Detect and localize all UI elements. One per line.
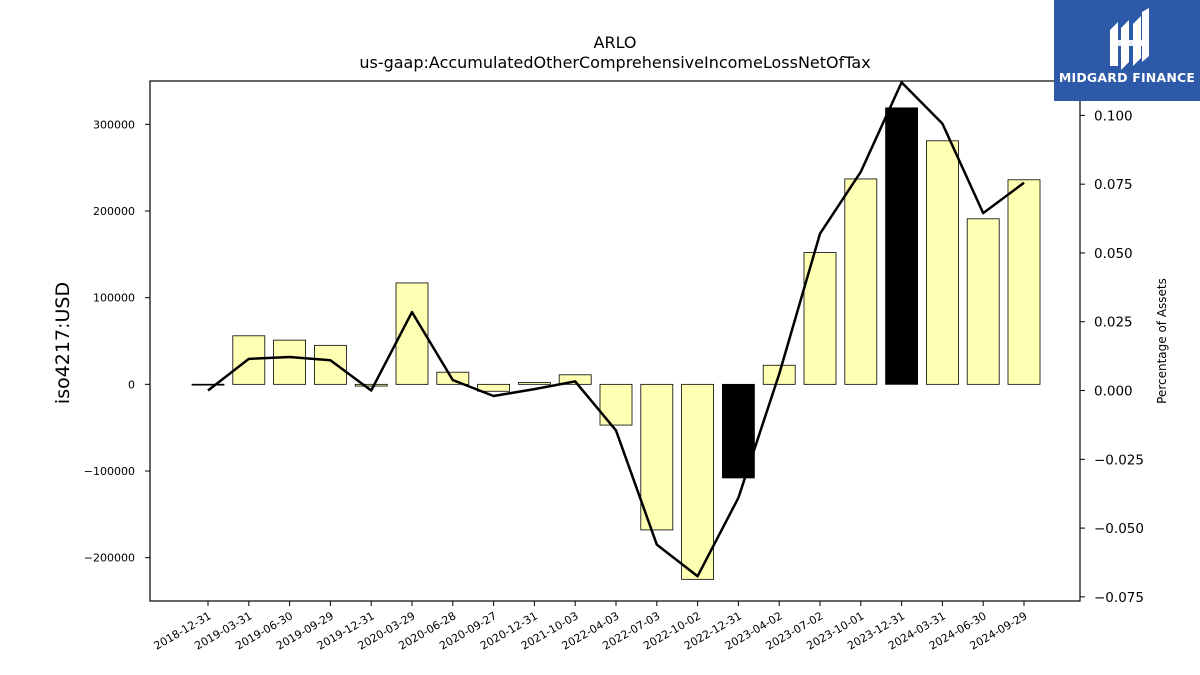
bar-2024-09-29 (1007, 179, 1041, 385)
bar-2024-03-31 (926, 140, 959, 385)
chart-title: ARLO (594, 33, 637, 52)
y2-tick-label: 0.075 (1094, 177, 1133, 193)
bar-2021-10-03 (558, 374, 592, 385)
logo-mark-icon (1110, 8, 1149, 70)
logo-text: MIDGARD FINANCE (1058, 70, 1196, 85)
y2-tick-label: 0.000 (1094, 384, 1133, 400)
y2-axis-label: Percentage of Assets (1155, 278, 1169, 404)
bar-2023-07-02 (803, 252, 837, 385)
y2-tick-label: −0.025 (1094, 452, 1144, 468)
y-axis-label: iso4217:USD (52, 282, 74, 404)
bar-2023-12-31 (885, 107, 918, 385)
y2-tick-label: −0.075 (1094, 590, 1144, 606)
bar-2022-07-03 (640, 383, 674, 531)
midgard-finance-logo: MIDGARD FINANCE (1054, 0, 1200, 101)
bar-2024-06-30 (966, 218, 1000, 385)
bar-2019-09-29 (313, 344, 347, 385)
y-tick-label: −200000 (84, 552, 135, 565)
y-tick-label: −100000 (84, 465, 135, 478)
bar-2022-10-02 (681, 383, 714, 580)
bar-2019-06-30 (273, 339, 307, 385)
bar-2020-09-27 (477, 383, 511, 392)
y2-tick-label: 0.100 (1094, 108, 1133, 124)
y-tick-label: 100000 (93, 292, 135, 305)
y-tick-label: 0 (128, 378, 135, 391)
bar-2022-04-03 (599, 383, 633, 426)
y-tick-label: 200000 (93, 205, 135, 218)
bars (191, 107, 1041, 580)
chart-subtitle: us-gaap:AccumulatedOtherComprehensiveInc… (359, 53, 870, 72)
bar-2023-10-01 (844, 178, 878, 385)
y2-tick-label: 0.025 (1094, 315, 1133, 331)
bar-2019-12-31 (354, 383, 388, 387)
percentage-line (207, 81, 1025, 578)
bar-2020-12-31 (518, 382, 551, 385)
y2-tick-label: −0.050 (1094, 521, 1144, 537)
y2-tick-label: 0.050 (1094, 246, 1133, 262)
y-tick-label: 300000 (93, 118, 135, 131)
plot-frame (149, 80, 1081, 602)
percentage-of-assets-line (207, 81, 1025, 578)
